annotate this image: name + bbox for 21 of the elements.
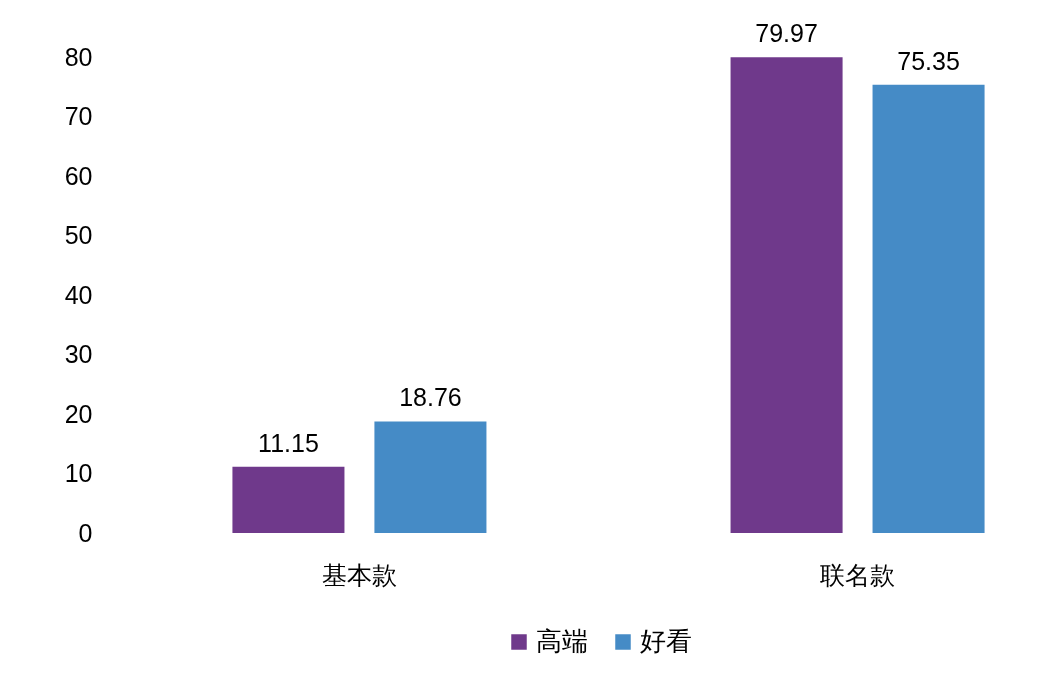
y-tick-label: 50 <box>64 221 93 249</box>
y-tick-label: 10 <box>64 459 93 487</box>
legend-label: 高端 <box>536 626 588 656</box>
data-label: 18.76 <box>399 383 462 412</box>
bar <box>730 57 843 533</box>
y-tick-label: 40 <box>64 280 93 309</box>
y-tick-label: 70 <box>64 102 93 130</box>
bar <box>232 466 345 533</box>
bar <box>872 84 985 533</box>
data-label: 79.97 <box>755 19 818 48</box>
y-tick-label: 20 <box>64 399 93 428</box>
data-label: 75.35 <box>897 46 960 75</box>
data-label: 11.15 <box>258 428 319 457</box>
x-tick-label: 基本款 <box>321 560 397 589</box>
legend-label: 好看 <box>640 626 692 656</box>
y-tick-label: 60 <box>64 161 93 190</box>
y-tick-label: 30 <box>64 340 93 368</box>
y-tick-label: 80 <box>64 42 93 71</box>
y-tick-label: 0 <box>78 518 93 547</box>
x-tick-label: 联名款 <box>820 560 896 589</box>
bar <box>374 421 487 533</box>
